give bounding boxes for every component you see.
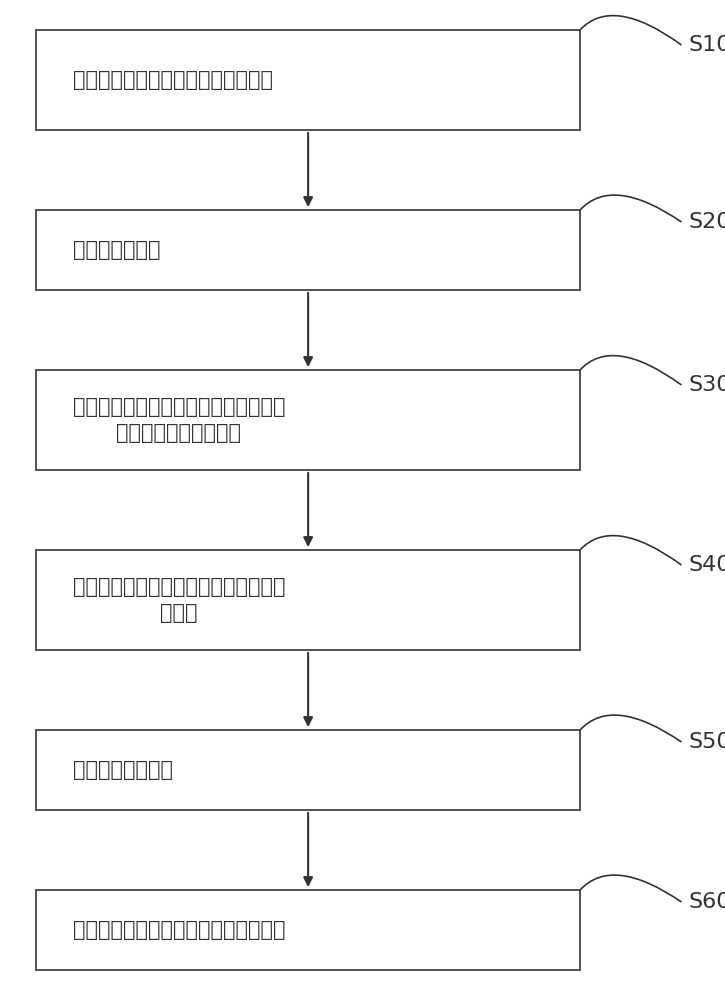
Text: S10: S10 [689,35,725,55]
Text: 将钕铁硼毛坯磁体加工成预定大小的磁
体基材: 将钕铁硼毛坯磁体加工成预定大小的磁 体基材 [72,577,285,623]
Text: S60: S60 [689,892,725,912]
Bar [36,370,580,470]
Text: S40: S40 [689,555,725,575]
Text: S30: S30 [689,375,725,395]
Bar [36,550,580,650]
Text: 通过熔炼、甩片工艺制备钕铁硼甩片: 通过熔炼、甩片工艺制备钕铁硼甩片 [72,70,273,90]
Text: S20: S20 [689,212,725,232]
Text: S50: S50 [689,732,725,752]
Text: 将助熔剂分散液涂覆在磁体基材表面上: 将助熔剂分散液涂覆在磁体基材表面上 [72,920,285,940]
Bar [36,890,580,970]
Text: 将钕铁硼粉末与重稀土粉末均匀混合，
并制成钕铁硼毛坯磁体: 将钕铁硼粉末与重稀土粉末均匀混合， 并制成钕铁硼毛坯磁体 [72,397,285,443]
Text: 制备钕铁硼粉末: 制备钕铁硼粉末 [72,240,160,260]
Bar [36,210,580,290]
Bar [36,730,580,810]
Text: 配置助熔剂分散液: 配置助熔剂分散液 [72,760,173,780]
Bar [36,30,580,130]
